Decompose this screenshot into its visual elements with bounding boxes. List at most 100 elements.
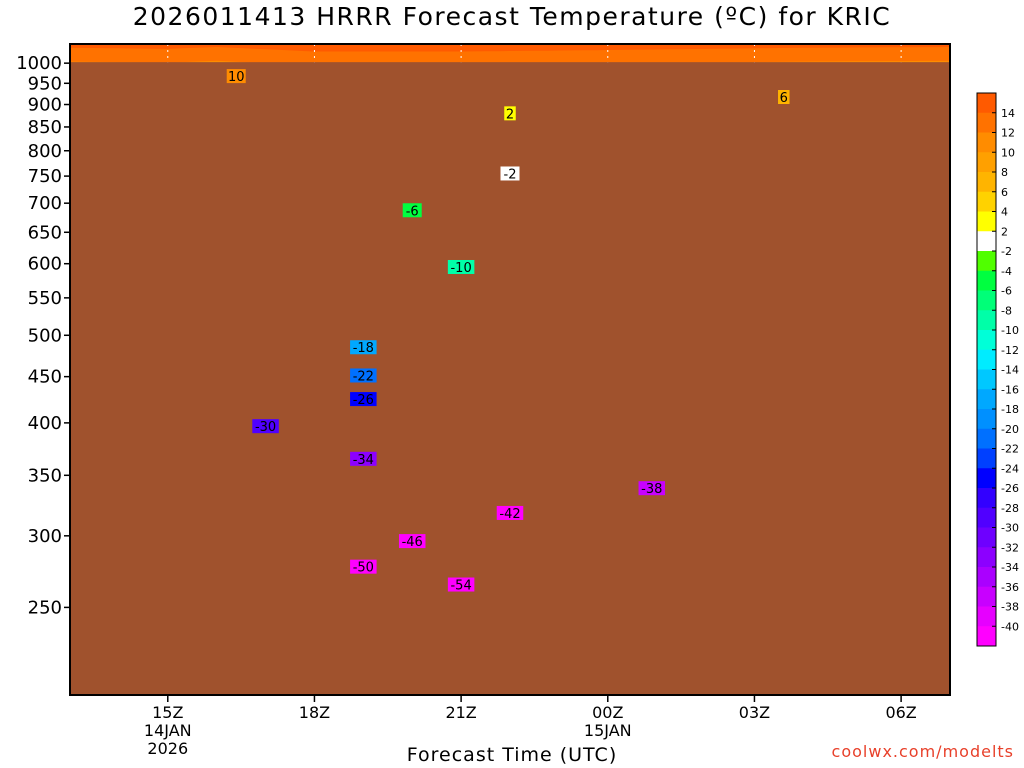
colorbar-swatch-25 [977, 586, 996, 607]
colorbar-label--26: -26 [1001, 482, 1019, 495]
contour-label--38: -38 [641, 482, 662, 497]
contour-label--10: -10 [450, 261, 471, 276]
colorbar-swatch-10 [977, 290, 996, 311]
contour-label-bg--6 [402, 203, 422, 218]
contour-label-6: 6 [780, 91, 788, 106]
contour-label--22: -22 [353, 369, 374, 384]
xtick-label-15Z: 15Z [152, 703, 183, 722]
xtick-label-21Z: 21Z [445, 703, 476, 722]
colorbar-swatch-24 [977, 567, 996, 588]
colorbar-label--10: -10 [1001, 324, 1019, 337]
ytick-label-250: 250 [28, 597, 62, 618]
contour-label-bg--46 [398, 534, 426, 549]
contour-label--50: -50 [353, 561, 374, 576]
contour-label-bg--2 [500, 166, 520, 181]
xtick-year-15Z: 2026 [147, 739, 188, 758]
colorbar-swatch-18 [977, 448, 996, 469]
xtick-label-03Z: 03Z [739, 703, 770, 722]
colorbar-label-10: 10 [1001, 146, 1015, 159]
colorbar-label--28: -28 [1001, 502, 1019, 515]
contour-label-bg--42 [496, 505, 524, 520]
contour-label--30: -30 [255, 420, 276, 435]
contour-label-bg--30 [252, 419, 279, 434]
ytick-label-700: 700 [28, 193, 62, 214]
colorbar-swatch-22 [977, 527, 996, 548]
colorbar-swatch-17 [977, 428, 996, 449]
contour-label-bg--26 [350, 392, 377, 407]
xtick-date-15Z: 14JAN [144, 721, 192, 740]
colorbar-label-4: 4 [1001, 206, 1008, 219]
colorbar-label--34: -34 [1001, 561, 1019, 574]
colorbar-label-14: 14 [1001, 107, 1015, 120]
contour-label-bg--38 [638, 481, 666, 496]
xtick-label-06Z: 06Z [885, 703, 916, 722]
contour-label--18: -18 [353, 341, 374, 356]
xtick-date-00Z: 15JAN [584, 721, 632, 740]
colorbar-swatch-1 [977, 112, 996, 133]
contour-label--46: -46 [402, 535, 423, 550]
colorbar-swatch-3 [977, 152, 996, 173]
colorbar-label--24: -24 [1001, 462, 1019, 475]
colorbar-swatch-9 [977, 270, 996, 291]
colorbar-label--38: -38 [1001, 601, 1019, 614]
ytick-label-400: 400 [28, 413, 62, 434]
colorbar-label--6: -6 [1001, 285, 1012, 298]
plot-frame [69, 43, 951, 696]
ytick-label-300: 300 [28, 526, 62, 547]
colorbar-label--20: -20 [1001, 423, 1019, 436]
ytick-label-1000: 1000 [16, 53, 62, 74]
contour-label-bg--18 [350, 340, 377, 355]
contour-label-bg--10 [447, 259, 475, 274]
contour-label-bg--34 [350, 451, 377, 466]
ytick-label-950: 950 [28, 73, 62, 94]
colorbar-label--8: -8 [1001, 304, 1012, 317]
ytick-label-800: 800 [28, 141, 62, 162]
contour-label-bg--54 [447, 577, 475, 592]
contour-label-bg-2 [504, 106, 516, 121]
chart-title: 2026011413 HRRR Forecast Temperature (ºC… [132, 2, 892, 31]
colorbar-label--4: -4 [1001, 265, 1012, 278]
colorbar-swatch-5 [977, 191, 996, 212]
band-14C [70, 44, 950, 52]
colorbar-label--32: -32 [1001, 541, 1019, 554]
colorbar-swatch-6 [977, 211, 996, 232]
ytick-label-850: 850 [28, 117, 62, 138]
credit-link[interactable]: coolwx.com/modelts [831, 742, 1014, 761]
colorbar-swatch-20 [977, 488, 996, 509]
contour-label--2: -2 [504, 167, 517, 182]
colorbar-label--14: -14 [1001, 364, 1019, 377]
xtick-label-00Z: 00Z [592, 703, 623, 722]
colorbar-label--36: -36 [1001, 581, 1019, 594]
colorbar-swatch-8 [977, 251, 996, 272]
colorbar-swatch-11 [977, 310, 996, 331]
colorbar-swatch-13 [977, 349, 996, 370]
ytick-label-500: 500 [28, 325, 62, 346]
contour-label--42: -42 [499, 507, 520, 522]
contour-label-bg-6 [778, 90, 790, 105]
colorbar-swatch-4 [977, 172, 996, 193]
ytick-label-450: 450 [28, 367, 62, 388]
colorbar-swatch-0 [977, 93, 996, 114]
colorbar-label--16: -16 [1001, 383, 1019, 396]
colorbar-label--2: -2 [1001, 245, 1012, 258]
colorbar-swatch-26 [977, 606, 996, 627]
colorbar-swatch-14 [977, 369, 996, 390]
contour-label-bg--50 [350, 559, 377, 574]
xtick-label-18Z: 18Z [299, 703, 330, 722]
colorbar-label-6: 6 [1001, 186, 1008, 199]
ytick-label-900: 900 [28, 95, 62, 116]
ytick-label-350: 350 [28, 465, 62, 486]
colorbar-swatch-12 [977, 330, 996, 351]
x-axis-label: Forecast Time (UTC) [406, 744, 618, 766]
contour-label-2: 2 [506, 107, 514, 122]
contour-label--54: -54 [450, 579, 471, 594]
contour-label-bg-10 [226, 69, 246, 84]
colorbar-swatch-19 [977, 468, 996, 489]
contour-label--34: -34 [353, 453, 374, 468]
colorbar-label--22: -22 [1001, 443, 1019, 456]
contour-label-bg--22 [350, 368, 377, 383]
colorbar-label--18: -18 [1001, 403, 1019, 416]
colorbar-swatch-23 [977, 547, 996, 568]
colorbar-label-12: 12 [1001, 127, 1015, 140]
